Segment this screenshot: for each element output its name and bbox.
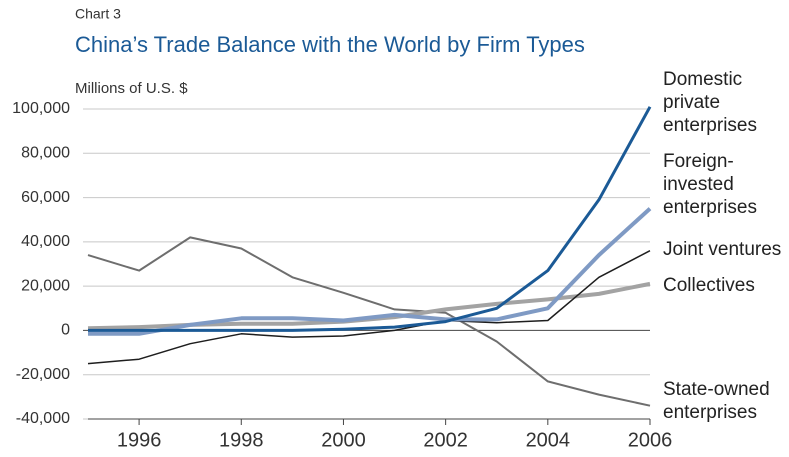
y-tick-label: -40,000 (16, 410, 70, 427)
y-tick-label: 60,000 (21, 189, 70, 206)
legend-label: Foreign-invested enterprises (663, 151, 757, 218)
legend-label: Collectives (663, 275, 755, 296)
chart-title: China’s Trade Balance with the World by … (75, 32, 585, 57)
legend-label: State-owned enterprises (663, 379, 770, 423)
x-tick-label: 2004 (526, 429, 571, 451)
y-axis-label: Millions of U.S. $ (75, 80, 188, 97)
y-tick-label: 80,000 (21, 145, 70, 162)
series-line (88, 207, 652, 336)
x-tick-label: 2006 (628, 429, 673, 451)
y-tick-label: 0 (61, 322, 70, 339)
y-tick-label: 20,000 (21, 277, 70, 294)
legend-label: Domestic private enterprises (663, 69, 757, 136)
x-tick-label: 2000 (321, 429, 366, 451)
y-tick-label: 40,000 (21, 233, 70, 250)
x-tick-label: 1996 (117, 429, 162, 451)
y-tick-label: -20,000 (16, 366, 70, 383)
x-tick-label: 2002 (423, 429, 468, 451)
y-tick-label: 100,000 (12, 100, 70, 117)
chart-subtitle: Chart 3 (75, 6, 121, 22)
series-line (87, 236, 651, 407)
series-line (87, 250, 651, 365)
x-tick-label: 1998 (219, 429, 264, 451)
legend-label: Joint ventures (663, 239, 782, 260)
series-line (88, 106, 652, 332)
